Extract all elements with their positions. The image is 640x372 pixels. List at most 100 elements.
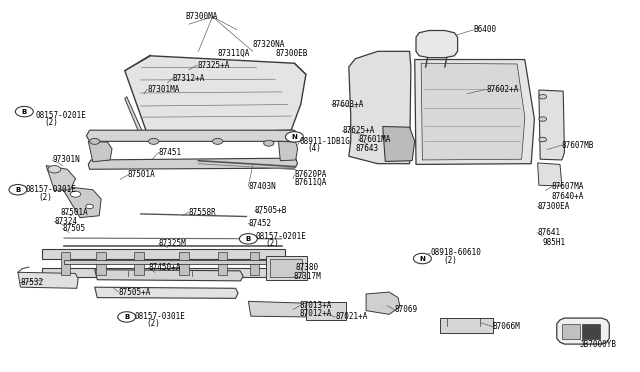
Bar: [64, 260, 269, 264]
Text: 87450+A: 87450+A: [148, 263, 181, 272]
Text: (2): (2): [266, 239, 280, 248]
Polygon shape: [349, 51, 411, 164]
Text: 87012+A: 87012+A: [300, 309, 332, 318]
Polygon shape: [416, 31, 458, 58]
Bar: [134, 252, 144, 275]
Text: B: B: [246, 236, 251, 242]
Polygon shape: [415, 60, 534, 164]
Polygon shape: [383, 126, 415, 161]
Circle shape: [239, 234, 257, 244]
Text: 87324: 87324: [54, 217, 77, 226]
Text: 87325+A: 87325+A: [197, 61, 230, 70]
Text: 08157-0301E: 08157-0301E: [26, 185, 76, 194]
Text: 87625+A: 87625+A: [342, 126, 375, 135]
Text: 87317M: 87317M: [293, 272, 321, 280]
Text: B7620PA: B7620PA: [294, 170, 327, 179]
Polygon shape: [86, 130, 298, 141]
Circle shape: [539, 117, 547, 121]
Circle shape: [9, 185, 27, 195]
Polygon shape: [366, 292, 400, 314]
Circle shape: [118, 312, 136, 322]
Circle shape: [48, 166, 61, 173]
Bar: [250, 252, 259, 275]
Text: B6400: B6400: [474, 25, 497, 34]
Bar: [179, 252, 189, 275]
Polygon shape: [278, 141, 298, 161]
Text: 87013+A: 87013+A: [300, 301, 332, 310]
Text: 87403N: 87403N: [248, 182, 276, 190]
Text: 87640+A: 87640+A: [552, 192, 584, 201]
Bar: [61, 252, 70, 275]
Text: 87558R: 87558R: [189, 208, 216, 217]
Polygon shape: [557, 318, 609, 344]
Bar: [562, 324, 580, 339]
Text: 87300EA: 87300EA: [538, 202, 570, 211]
Polygon shape: [125, 97, 142, 134]
Polygon shape: [88, 158, 298, 169]
Text: 87325M: 87325M: [159, 239, 186, 248]
Circle shape: [413, 253, 431, 264]
Polygon shape: [248, 301, 308, 317]
Text: 87301MA: 87301MA: [147, 85, 180, 94]
Polygon shape: [88, 141, 112, 162]
Text: 08157-0201E: 08157-0201E: [35, 111, 86, 120]
Circle shape: [148, 138, 159, 144]
Text: (2): (2): [146, 319, 160, 328]
Circle shape: [539, 137, 547, 142]
Bar: [266, 256, 307, 280]
Text: N: N: [419, 256, 426, 262]
Text: 87311QA: 87311QA: [218, 49, 250, 58]
Polygon shape: [61, 186, 101, 218]
Text: 97301N: 97301N: [52, 155, 80, 164]
Polygon shape: [46, 166, 76, 190]
Text: B7066M: B7066M: [493, 322, 520, 331]
Text: 87021+A: 87021+A: [335, 312, 368, 321]
Text: 985H1: 985H1: [543, 238, 566, 247]
Text: 87601MA: 87601MA: [358, 135, 391, 144]
Circle shape: [264, 140, 274, 146]
Text: 87069: 87069: [394, 305, 417, 314]
Text: (2): (2): [45, 118, 59, 127]
Text: 87641: 87641: [538, 228, 561, 237]
Text: 87300EB: 87300EB: [275, 49, 308, 58]
Polygon shape: [421, 63, 525, 160]
Circle shape: [212, 138, 223, 144]
Text: 87452: 87452: [248, 219, 271, 228]
Bar: [42, 268, 285, 277]
Text: 87501A: 87501A: [128, 170, 156, 179]
Text: N: N: [291, 134, 298, 140]
Text: B7611QA: B7611QA: [294, 178, 327, 187]
Text: 87505: 87505: [63, 224, 86, 233]
Text: 08157-0301E: 08157-0301E: [134, 312, 185, 321]
Text: 87607MB: 87607MB: [562, 141, 595, 150]
Circle shape: [70, 191, 81, 197]
Text: 87505+A: 87505+A: [118, 288, 151, 296]
Circle shape: [15, 106, 33, 117]
Text: JB7000YB: JB7000YB: [579, 340, 616, 349]
Bar: [96, 252, 106, 275]
Text: 87320NA: 87320NA: [253, 40, 285, 49]
Text: 87603+A: 87603+A: [332, 100, 364, 109]
Text: 87532: 87532: [20, 278, 44, 287]
Circle shape: [285, 132, 303, 142]
Text: B: B: [22, 109, 27, 115]
Polygon shape: [95, 270, 243, 281]
Text: 08157-0201E: 08157-0201E: [256, 232, 307, 241]
Text: 87607MA: 87607MA: [552, 182, 584, 191]
Text: (2): (2): [38, 193, 52, 202]
Polygon shape: [538, 163, 562, 186]
Text: B: B: [124, 314, 129, 320]
Bar: [270, 259, 302, 277]
Circle shape: [90, 138, 100, 144]
Bar: [42, 249, 285, 259]
Text: B: B: [15, 187, 20, 193]
Circle shape: [539, 94, 547, 99]
Polygon shape: [95, 287, 238, 298]
Text: (2): (2): [443, 256, 457, 265]
Polygon shape: [125, 56, 306, 134]
Bar: [440, 318, 493, 333]
Text: 87380: 87380: [296, 263, 319, 272]
Text: 87451: 87451: [159, 148, 182, 157]
Text: (4): (4): [307, 144, 321, 153]
Text: 87505+B: 87505+B: [255, 206, 287, 215]
